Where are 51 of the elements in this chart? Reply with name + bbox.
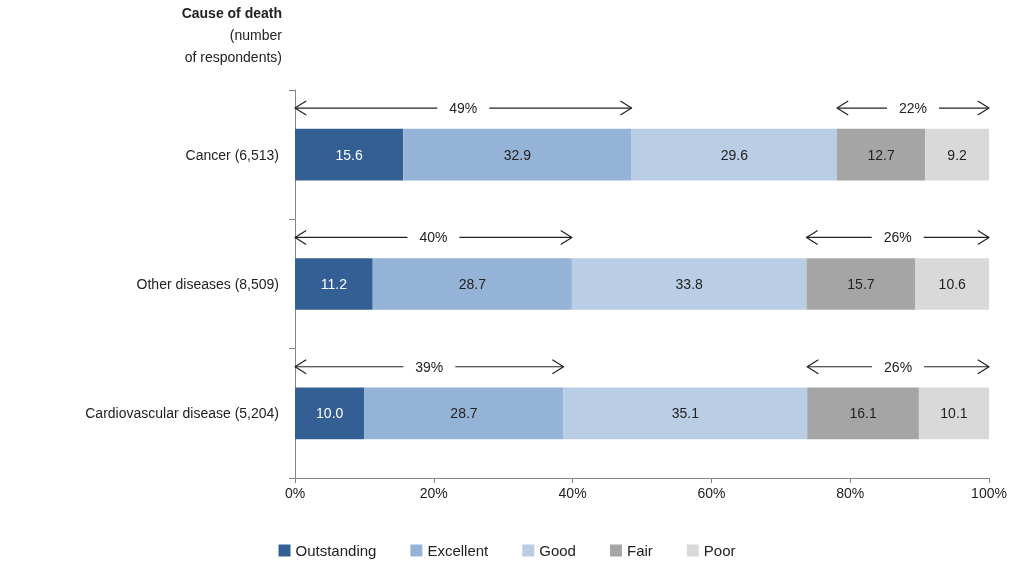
- text: 10.6: [938, 276, 966, 292]
- legend-label: Fair: [626, 542, 653, 559]
- bar: [295, 258, 373, 310]
- text: 33.8: [675, 276, 703, 292]
- bar: [918, 387, 989, 440]
- text: 16.1: [849, 405, 877, 422]
- annotation: 40%: [419, 229, 448, 246]
- text: 15.6: [335, 146, 363, 163]
- text: 29.6: [720, 146, 748, 163]
- bar: [372, 258, 572, 310]
- x-tick-label: 100%: [971, 485, 1007, 501]
- y-tick-label: Cancer (6,513): [185, 146, 279, 163]
- bar: [364, 387, 564, 440]
- legend-label: Poor: [703, 542, 736, 559]
- bar: [571, 258, 807, 310]
- annotation: 26%: [883, 229, 912, 246]
- legend-label: Outstanding: [295, 542, 377, 559]
- legend-label: Good: [539, 542, 576, 559]
- annotation: 39%: [415, 358, 444, 375]
- x-tick-label: 20%: [419, 485, 448, 501]
- text: 35.1: [671, 405, 699, 422]
- bar: [403, 128, 632, 181]
- x-tick-label: 60%: [697, 485, 726, 501]
- y-tick-label: Cardiovascular disease (5,204): [85, 405, 279, 422]
- bar: [806, 258, 916, 310]
- legend-label: Excellent: [427, 542, 490, 559]
- bar: [837, 128, 926, 181]
- bar: [925, 128, 989, 181]
- text: 28.7: [450, 405, 478, 422]
- text: 15.7: [847, 276, 875, 292]
- text: 11.2: [320, 276, 347, 292]
- y-tick-label: Other diseases (8,509): [136, 276, 279, 292]
- x-tick-label: 80%: [836, 485, 865, 501]
- annotation: 22%: [898, 100, 928, 117]
- bar: [915, 258, 989, 310]
- text: 32.9: [503, 146, 532, 163]
- text: 28.7: [458, 276, 486, 292]
- annotation: 26%: [884, 358, 913, 375]
- y-axis-title: Cause of death (number of respondents): [181, 5, 283, 65]
- text: 10.1: [940, 405, 968, 422]
- text: 10.0: [316, 405, 344, 422]
- text: 9.2: [947, 146, 967, 163]
- bar: [807, 387, 919, 440]
- bar: [295, 128, 404, 181]
- bar: [563, 387, 808, 440]
- bar: [295, 387, 365, 440]
- bar: [631, 128, 838, 181]
- x-tick-label: 0%: [284, 485, 306, 501]
- text: 12.7: [867, 146, 895, 163]
- annotation: 49%: [449, 100, 478, 117]
- x-tick-label: 40%: [558, 485, 587, 501]
